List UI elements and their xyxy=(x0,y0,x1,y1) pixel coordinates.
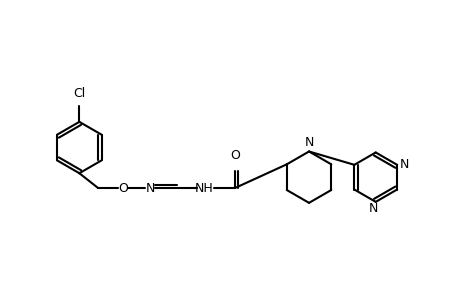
Text: N: N xyxy=(304,136,313,149)
Text: NH: NH xyxy=(195,182,213,194)
Text: Cl: Cl xyxy=(73,87,85,100)
Text: O: O xyxy=(230,149,239,162)
Text: N: N xyxy=(145,182,154,194)
Text: N: N xyxy=(399,158,408,171)
Text: O: O xyxy=(118,182,128,194)
Text: N: N xyxy=(368,202,377,215)
